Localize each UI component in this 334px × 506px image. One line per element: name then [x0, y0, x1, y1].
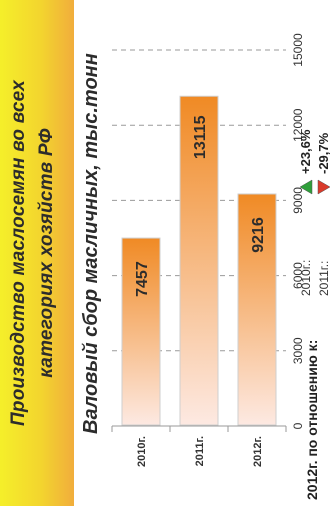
bar-label-2010г.: 7457	[134, 261, 151, 297]
arrow-down-icon	[317, 179, 331, 195]
category-label-2011г.: 2011г.	[194, 436, 206, 466]
category-label-2012г.: 2012г.	[252, 436, 264, 467]
axis-ticks: 0 3000 6000 9000 12000 15000	[291, 33, 305, 429]
bar-value-labels: 7457 13115 9216	[134, 115, 267, 297]
tick-label-3000: 3000	[291, 337, 305, 364]
bar-label-2011г.: 13115	[192, 115, 209, 159]
bar-2010г.	[121, 237, 161, 426]
category-labels: 2010г. 2011г. 2012г.	[136, 436, 264, 467]
tick-label-6000: 6000	[291, 262, 305, 289]
tick-label-9000: 9000	[291, 187, 305, 214]
comparison-label: 2012г. по отношению к:	[304, 339, 320, 500]
bars	[121, 95, 277, 426]
bar-2012г.	[237, 193, 277, 426]
bar-label-2012г.: 9216	[250, 217, 267, 253]
category-label-2010г.: 2010г.	[136, 436, 148, 467]
tick-label-12000: 12000	[291, 108, 305, 142]
change-markers	[299, 179, 331, 195]
comparison-2011-label: 2011г.:	[317, 260, 331, 296]
comparison-2011-value: -29,7%	[316, 132, 331, 174]
bar-2011г.	[179, 95, 219, 426]
arrow-up-icon	[299, 179, 313, 195]
tick-label-15000: 15000	[291, 33, 305, 67]
tick-label-0: 0	[291, 422, 305, 429]
comparison-2010-value: +23,6%	[298, 129, 313, 174]
comparison-2010-label: 2010г.:	[299, 259, 313, 296]
